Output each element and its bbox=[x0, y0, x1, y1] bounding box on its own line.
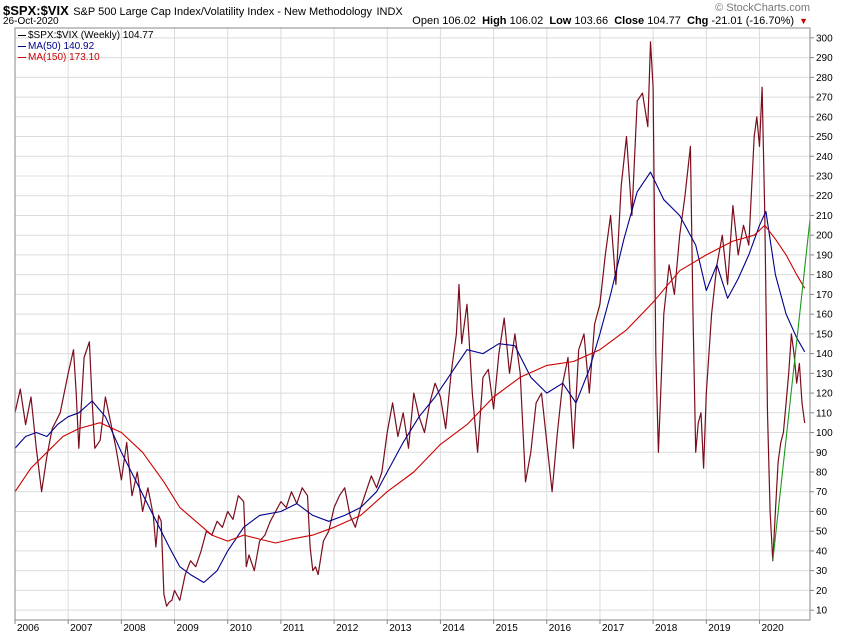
x-tick-label: 2015 bbox=[496, 623, 519, 633]
down-arrow-icon: ▼ bbox=[799, 16, 808, 26]
legend-price-text: $SPX:$VIX (Weekly) 104.77 bbox=[28, 30, 154, 41]
y-tick-label: 220 bbox=[816, 191, 833, 202]
close-label: Close bbox=[614, 15, 645, 27]
trendline bbox=[772, 219, 811, 561]
x-tick-label: 2020 bbox=[761, 623, 784, 633]
y-tick-label: 230 bbox=[816, 172, 833, 183]
grid-lines bbox=[14, 28, 810, 620]
y-axis: 10 20 30 40 50 60 70 80 90 100 110 120 130 140 150 160 1… bbox=[810, 33, 833, 617]
x-tick-label: 2017 bbox=[602, 623, 625, 633]
y-tick-label: 300 bbox=[816, 33, 833, 44]
y-tick-label: 130 bbox=[816, 369, 833, 380]
close-value: 104.77 bbox=[647, 15, 681, 27]
y-tick-label: 140 bbox=[816, 349, 833, 360]
chg-label: Chg bbox=[687, 15, 709, 27]
price-series-line bbox=[14, 41, 806, 607]
low-label: Low bbox=[549, 15, 572, 27]
y-tick-label: 70 bbox=[816, 487, 828, 498]
chart-date: 26-Oct-2020 bbox=[3, 16, 59, 27]
x-tick-label: 2018 bbox=[655, 623, 678, 633]
ma50-series-line bbox=[14, 171, 806, 584]
y-tick-label: 150 bbox=[816, 329, 833, 340]
brand-watermark: © StockCharts.com bbox=[715, 2, 810, 14]
y-tick-label: 290 bbox=[816, 53, 833, 64]
y-tick-label: 240 bbox=[816, 152, 833, 163]
x-tick-label: 2012 bbox=[336, 623, 359, 633]
low-value: 103.66 bbox=[574, 15, 609, 27]
y-tick-label: 190 bbox=[816, 250, 833, 261]
chg-value: -21.01 (-16.70%) bbox=[711, 15, 795, 27]
legend-ma50: MA(50) 140.92 bbox=[18, 41, 153, 52]
legend-line-icon bbox=[18, 45, 26, 47]
y-tick-label: 30 bbox=[816, 566, 828, 577]
quote-summary: Open 106.02 High 106.02 Low 103.66 Close… bbox=[412, 15, 808, 27]
legend-price: $SPX:$VIX (Weekly) 104.77 bbox=[18, 30, 153, 41]
y-tick-label: 210 bbox=[816, 211, 833, 222]
chart-legend: $SPX:$VIX (Weekly) 104.77 MA(50) 140.92 … bbox=[18, 30, 153, 63]
y-tick-label: 50 bbox=[816, 527, 828, 538]
x-tick-label: 2016 bbox=[549, 623, 572, 633]
x-tick-label: 2010 bbox=[230, 623, 253, 633]
x-axis: 2006 2007 2008 2009 2010 2011 2012 2013 2014 2015… bbox=[14, 620, 784, 633]
y-tick-label: 160 bbox=[816, 310, 833, 321]
series-layer bbox=[14, 41, 811, 607]
y-tick-label: 100 bbox=[816, 428, 833, 439]
open-label: Open bbox=[412, 15, 440, 27]
y-tick-label: 110 bbox=[816, 408, 832, 419]
open-value: 106.02 bbox=[442, 15, 476, 27]
y-tick-label: 280 bbox=[816, 73, 833, 84]
x-tick-label: 2013 bbox=[389, 623, 412, 633]
exchange-label: INDX bbox=[376, 6, 403, 18]
y-tick-label: 20 bbox=[816, 586, 828, 597]
legend-line-icon bbox=[18, 34, 26, 36]
high-label: High bbox=[482, 15, 507, 27]
symbol-description: S&P 500 Large Cap Index/Volatility Index… bbox=[73, 6, 373, 18]
legend-ma150-text: MA(150) 173.10 bbox=[28, 52, 100, 63]
y-tick-label: 80 bbox=[816, 468, 828, 479]
y-tick-label: 60 bbox=[816, 507, 828, 518]
plot-frame bbox=[14, 27, 811, 621]
x-tick-label: 2011 bbox=[283, 623, 305, 633]
y-tick-label: 270 bbox=[816, 93, 833, 104]
y-tick-label: 120 bbox=[816, 389, 833, 400]
high-value: 106.02 bbox=[509, 15, 544, 27]
y-tick-label: 170 bbox=[816, 290, 833, 301]
legend-line-icon bbox=[18, 56, 26, 58]
y-tick-label: 260 bbox=[816, 112, 833, 123]
y-tick-label: 10 bbox=[816, 606, 828, 617]
y-tick-label: 90 bbox=[816, 448, 828, 459]
legend-ma50-text: MA(50) 140.92 bbox=[28, 41, 95, 52]
y-tick-label: 40 bbox=[816, 546, 828, 557]
symbol-title: $SPX:$VIX bbox=[3, 3, 69, 18]
legend-ma150: MA(150) 173.10 bbox=[18, 52, 153, 63]
x-tick-label: 2006 bbox=[17, 623, 40, 633]
x-tick-label: 2007 bbox=[70, 623, 93, 633]
x-tick-label: 2008 bbox=[123, 623, 146, 633]
ma150-series-line bbox=[14, 224, 806, 544]
chart-header: $SPX:$VIX S&P 500 Large Cap Index/Volati… bbox=[3, 2, 403, 20]
y-tick-label: 180 bbox=[816, 270, 833, 281]
x-tick-label: 2019 bbox=[708, 623, 731, 633]
y-tick-label: 200 bbox=[816, 231, 833, 242]
x-tick-label: 2009 bbox=[177, 623, 200, 633]
y-tick-label: 250 bbox=[816, 132, 833, 143]
x-tick-label: 2014 bbox=[442, 623, 465, 633]
